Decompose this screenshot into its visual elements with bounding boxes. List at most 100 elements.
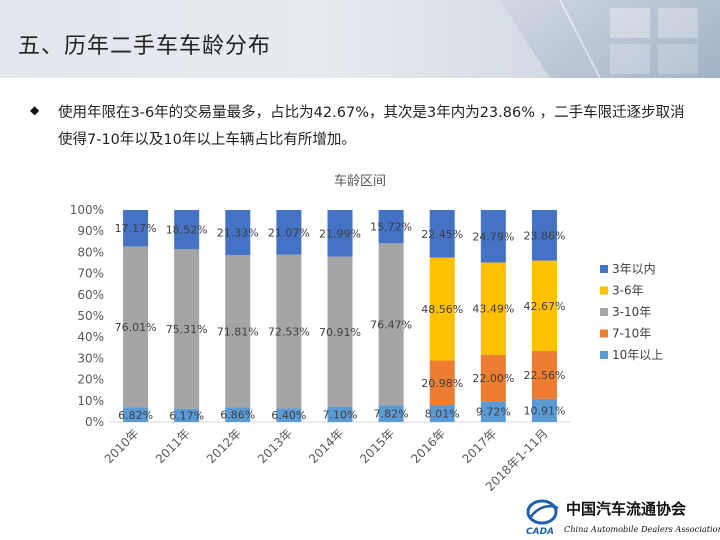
legend-swatch [600, 308, 608, 316]
cada-logo: CADA 中国汽车流通协会 China Automobile Dealers A… [526, 499, 720, 537]
legend-label: 7-10年 [612, 327, 651, 341]
data-label: 43.49% [472, 303, 514, 316]
x-tick-label: 2016年 [408, 426, 448, 466]
data-label: 72.53% [268, 326, 310, 339]
age-distribution-chart: 车龄区间 0% 10% 20% 30% 40% 50% 60% 70% 80% 90% 100% 6.8… [70, 173, 664, 494]
bar-segment [378, 405, 404, 422]
data-label: 22.00% [472, 372, 514, 385]
data-label: 21.33% [217, 227, 259, 240]
legend-label: 3年以内 [612, 262, 656, 276]
bar-segment [123, 246, 149, 408]
bar-segment [531, 398, 557, 422]
y-tick-label: 70% [77, 267, 104, 281]
data-label: 6.17% [169, 409, 204, 422]
y-tick-label: 40% [77, 330, 104, 344]
data-label: 6.40% [271, 409, 306, 422]
bar-segment [174, 408, 200, 422]
bar-segment [480, 401, 506, 422]
bar-segment [225, 210, 251, 256]
y-tick-label: 50% [77, 309, 104, 323]
page-title: 五、历年二手车车龄分布 [18, 34, 272, 59]
bar-segment [225, 407, 251, 422]
data-label: 7.10% [323, 408, 358, 421]
data-label: 6.82% [118, 409, 153, 422]
x-tick-label: 2011年 [153, 426, 193, 466]
bar-segment [429, 257, 455, 361]
y-tick-label: 60% [77, 288, 104, 302]
data-label: 75.31% [166, 323, 208, 336]
diamond-bullet-icon: ◆ [30, 103, 40, 117]
data-label: 17.17% [115, 222, 157, 235]
legend-label: 3-6年 [612, 284, 644, 298]
bar-segment [327, 406, 353, 422]
bar-segment [480, 354, 506, 402]
bar-segment [276, 210, 302, 255]
y-tick-label: 30% [77, 351, 104, 365]
data-label: 22.56% [523, 369, 565, 382]
data-label: 8.01% [425, 408, 460, 421]
bar-segment [276, 408, 302, 422]
x-tick-label: 2012年 [204, 426, 244, 466]
bar-segment [174, 249, 200, 409]
data-label: 24.79% [472, 230, 514, 243]
bar-segment [531, 260, 557, 352]
x-tick-label: 2010年 [102, 426, 142, 466]
legend-label: 3-10年 [612, 305, 651, 319]
summary-text: 使用年限在3-6年的交易量最多，占比为42.67%，其次是3年内为23.86% … [58, 105, 685, 148]
banner-decoration [500, 0, 720, 78]
data-label: 18.52% [166, 224, 208, 237]
y-tick-label: 10% [77, 394, 104, 408]
y-tick-label: 80% [77, 245, 104, 259]
data-label: 10.91% [523, 404, 565, 417]
bar-segment [225, 255, 251, 408]
legend-swatch [600, 351, 608, 359]
data-label: 21.07% [268, 226, 310, 239]
data-label: 70.91% [319, 326, 361, 339]
bar-segment [429, 360, 455, 406]
title-banner: 五、历年二手车车龄分布 [0, 0, 720, 78]
bar-segment [123, 407, 149, 422]
bar-segment [480, 210, 506, 263]
data-label: 48.56% [421, 303, 463, 316]
data-label: 20.98% [421, 377, 463, 390]
bar-segment [327, 256, 353, 407]
data-label: 9.72% [476, 406, 511, 419]
x-tick-label: 2013年 [255, 426, 295, 466]
cada-name-en: China Automobile Dealers Association [564, 524, 720, 534]
bar-segment [378, 209, 404, 244]
bar-segment [123, 210, 149, 247]
bar-segment [174, 210, 200, 250]
x-tick-label: 2015年 [357, 426, 397, 466]
cada-mark-text: CADA [526, 527, 554, 537]
data-label: 22.45% [421, 228, 463, 241]
bar-segment [480, 262, 506, 355]
summary-bullet: ◆ 使用年限在3-6年的交易量最多，占比为42.67%，其次是3年内为23.86… [30, 100, 696, 154]
bar-segment [429, 210, 455, 258]
bar-segment [327, 210, 353, 257]
data-label: 7.82% [374, 408, 409, 421]
data-label: 23.86% [523, 229, 565, 242]
bar-segment [531, 210, 557, 261]
data-label: 71.81% [217, 325, 259, 338]
data-label: 21.99% [319, 227, 361, 240]
legend-label: 10年以上 [612, 348, 663, 362]
y-tick-label: 100% [70, 203, 104, 217]
data-label: 15.72% [370, 221, 412, 234]
cada-logo-mark: CADA [526, 499, 559, 537]
legend-swatch [600, 329, 608, 338]
legend-swatch [600, 265, 608, 273]
cada-name-cn: 中国汽车流通协会 [566, 500, 686, 518]
bar-segment [378, 243, 404, 406]
legend-swatch [600, 286, 608, 295]
bar-segment [531, 351, 557, 399]
bar-segment [276, 254, 302, 409]
data-label: 76.47% [370, 318, 412, 331]
bar-segment [429, 405, 455, 422]
y-tick-label: 90% [77, 224, 104, 238]
x-tick-label: 2017年 [459, 426, 499, 466]
y-tick-label: 0% [85, 415, 104, 429]
chart-title: 车龄区间 [334, 173, 386, 189]
data-label: 76.01% [115, 321, 157, 334]
data-label: 42.67% [523, 300, 565, 313]
data-label: 6.86% [220, 409, 255, 422]
